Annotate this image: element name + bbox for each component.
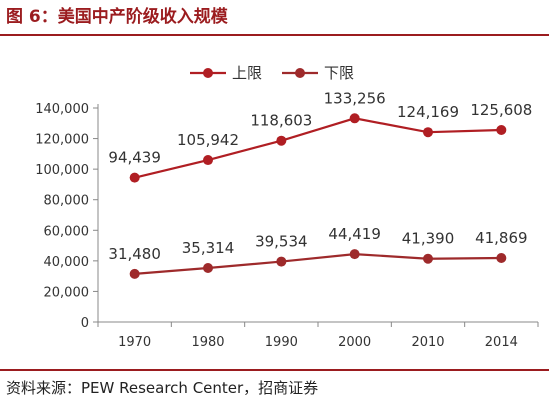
- y-tick-label: 140,000: [35, 102, 89, 117]
- series-2-point: [423, 253, 433, 264]
- y-tick-label: 40,000: [44, 255, 90, 270]
- series-1-data-label: 133,256: [324, 89, 386, 107]
- title-rule: [0, 34, 549, 36]
- x-tick-label: 1980: [191, 335, 224, 350]
- figure-title: 图 6：美国中产阶级收入规模: [6, 7, 228, 27]
- series-1-data-label: 124,169: [397, 103, 459, 121]
- series-1-point: [203, 155, 213, 166]
- legend-label: 上限: [232, 64, 262, 82]
- series-1-point: [496, 124, 507, 135]
- series-1-point: [423, 127, 433, 138]
- y-tick-label: 100,000: [35, 163, 89, 178]
- series-2-data-label: 39,534: [255, 233, 308, 251]
- x-tick-label: 1990: [265, 335, 298, 350]
- x-tick-label: 1970: [118, 335, 151, 350]
- series-1-data-label: 105,942: [177, 131, 239, 149]
- y-tick-label: 120,000: [35, 133, 89, 148]
- y-tick-label: 60,000: [44, 224, 90, 239]
- series-2-data-label: 44,419: [328, 225, 381, 243]
- series-1-data-label: 94,439: [108, 149, 161, 167]
- series-1-data-label: 125,608: [470, 101, 532, 119]
- legend-swatch-marker: [295, 68, 305, 78]
- series-2-data-label: 41,390: [402, 230, 455, 248]
- series-2-point: [276, 256, 287, 267]
- series-1-data-label: 118,603: [250, 112, 312, 130]
- x-tick-label: 2014: [485, 335, 518, 350]
- x-tick-label: 2000: [338, 335, 371, 350]
- series-2-data-label: 35,314: [182, 239, 235, 257]
- footer-rule: [0, 369, 549, 371]
- legend-label: 下限: [324, 64, 354, 82]
- series-1-point: [129, 172, 140, 183]
- series-1-point: [276, 135, 287, 146]
- source-note: 资料来源：PEW Research Center，招商证券: [6, 379, 319, 397]
- legend-swatch-marker: [203, 68, 213, 78]
- y-tick-label: 0: [81, 316, 89, 331]
- series-2-point: [349, 249, 360, 260]
- series-1-point: [349, 113, 360, 124]
- x-tick-label: 2010: [411, 335, 444, 350]
- y-tick-label: 80,000: [44, 194, 90, 209]
- series-2-point: [129, 268, 140, 279]
- series-2-data-label: 31,480: [108, 245, 161, 263]
- series-line-1: [134, 117, 502, 179]
- series-2-data-label: 41,869: [475, 229, 528, 247]
- series-2-point: [203, 263, 213, 274]
- series-line-2: [134, 252, 502, 275]
- series-2-point: [496, 253, 507, 264]
- y-tick-label: 20,000: [44, 285, 90, 300]
